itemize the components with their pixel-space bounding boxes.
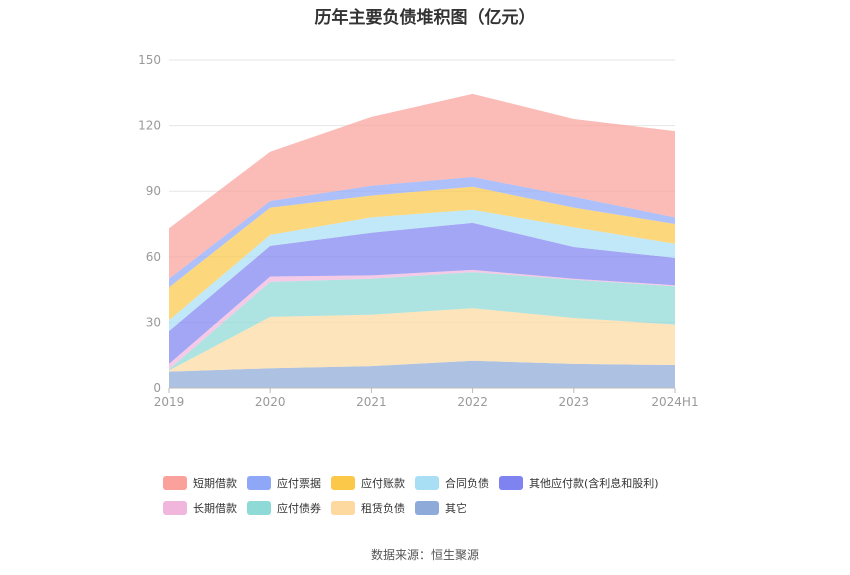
legend-item[interactable]: 长期借款: [163, 500, 237, 516]
y-tick-label: 0: [153, 381, 161, 395]
legend-item[interactable]: 合同负债: [415, 475, 489, 491]
legend-label: 应付债券: [277, 502, 321, 515]
legend-row: 长期借款 应付债券 租赁负债 其它: [163, 497, 723, 519]
legend-item[interactable]: 其他应付款(含利息和股利): [499, 475, 659, 491]
legend-item[interactable]: 应付票据: [247, 475, 321, 491]
legend-item[interactable]: 租赁负债: [331, 500, 405, 516]
legend-label: 应付账款: [361, 477, 405, 490]
legend-label: 长期借款: [193, 502, 237, 515]
legend-item[interactable]: 应付账款: [331, 475, 405, 491]
area-2: [169, 272, 675, 371]
area-8: [169, 93, 675, 279]
area-6: [169, 186, 675, 321]
x-tick-label: 2024H1: [651, 395, 698, 409]
y-tick-label: 120: [138, 119, 161, 133]
legend-item[interactable]: 短期借款: [163, 475, 237, 491]
area-5: [169, 209, 675, 332]
legend-swatch: [163, 501, 187, 515]
legend-label: 合同负债: [445, 477, 489, 490]
legend-swatch: [247, 501, 271, 515]
legend-label: 其他应付款(含利息和股利): [529, 477, 659, 490]
legend-label: 其它: [445, 502, 467, 515]
legend-swatch: [331, 501, 355, 515]
x-tick-label: 2020: [255, 395, 286, 409]
legend-swatch: [415, 501, 439, 515]
y-tick-label: 30: [146, 315, 161, 329]
legend-row: 短期借款 应付票据 应付账款 合同负债 其他应付款(含利息和股利): [163, 472, 723, 494]
legend: 短期借款 应付票据 应付账款 合同负债 其他应付款(含利息和股利) 长期借款 应付债券 租赁…: [163, 472, 723, 522]
area-4: [169, 222, 675, 364]
legend-swatch: [499, 476, 523, 490]
y-tick-label: 60: [146, 250, 161, 264]
area-7: [169, 177, 675, 288]
legend-item[interactable]: 其它: [415, 500, 467, 516]
legend-swatch: [247, 476, 271, 490]
y-tick-label: 150: [138, 53, 161, 67]
stacked-area-chart: 0 30 60 90 120 150 2019 2020 2021 2022 2023 2024H1: [138, 53, 699, 409]
legend-swatch: [163, 476, 187, 490]
axes: 0 30 60 90 120 150 2019 2020 2021 2022 2023 2024H1: [138, 53, 699, 409]
legend-label: 短期借款: [193, 477, 237, 490]
x-tick-label: 2023: [559, 395, 590, 409]
area-1: [169, 308, 675, 372]
y-tick-label: 90: [146, 184, 161, 198]
data-source: 数据来源：恒生聚源: [370, 548, 479, 562]
legend-label: 租赁负债: [361, 502, 405, 515]
x-tick-label: 2019: [154, 395, 185, 409]
area-0: [169, 360, 675, 388]
x-tick-label: 2022: [457, 395, 488, 409]
x-tick-label: 2021: [356, 395, 387, 409]
area-series: [169, 93, 675, 388]
legend-swatch: [415, 476, 439, 490]
chart-title: 历年主要负债堆积图（亿元）: [314, 8, 536, 28]
legend-item[interactable]: 应付债券: [247, 500, 321, 516]
legend-swatch: [331, 476, 355, 490]
legend-label: 应付票据: [277, 477, 321, 490]
